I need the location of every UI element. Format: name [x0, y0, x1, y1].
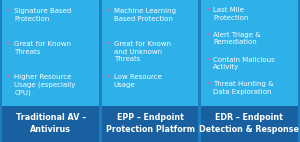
FancyBboxPatch shape [201, 106, 298, 142]
Text: Machine Learning
Based Protection: Machine Learning Based Protection [114, 8, 176, 22]
Text: Signature Based
Protection: Signature Based Protection [14, 8, 72, 22]
Text: EPP – Endpoint
Protection Platform: EPP – Endpoint Protection Platform [106, 113, 194, 134]
FancyBboxPatch shape [201, 0, 298, 106]
Text: EDR – Endpoint
Detection & Response: EDR – Endpoint Detection & Response [200, 113, 299, 134]
Text: Traditional AV –
Antivirus: Traditional AV – Antivirus [16, 113, 86, 134]
Text: Low Resource
Usage: Low Resource Usage [114, 74, 162, 87]
Text: Great for Known
Threats: Great for Known Threats [14, 41, 71, 55]
Text: Higher Resource
Usage (especially
CPU): Higher Resource Usage (especially CPU) [14, 74, 76, 96]
Text: Alert Triage &
Remediation: Alert Triage & Remediation [213, 32, 261, 45]
Text: Last Mile
Protection: Last Mile Protection [213, 7, 249, 21]
FancyBboxPatch shape [102, 106, 198, 142]
Text: Great for Known
and Unknown
Threats: Great for Known and Unknown Threats [114, 41, 171, 62]
FancyBboxPatch shape [102, 0, 198, 106]
FancyBboxPatch shape [2, 106, 99, 142]
FancyBboxPatch shape [2, 0, 99, 106]
Text: Contain Malicious
Activity: Contain Malicious Activity [213, 57, 275, 70]
Text: Threat Hunting &
Data Exploration: Threat Hunting & Data Exploration [213, 81, 274, 95]
